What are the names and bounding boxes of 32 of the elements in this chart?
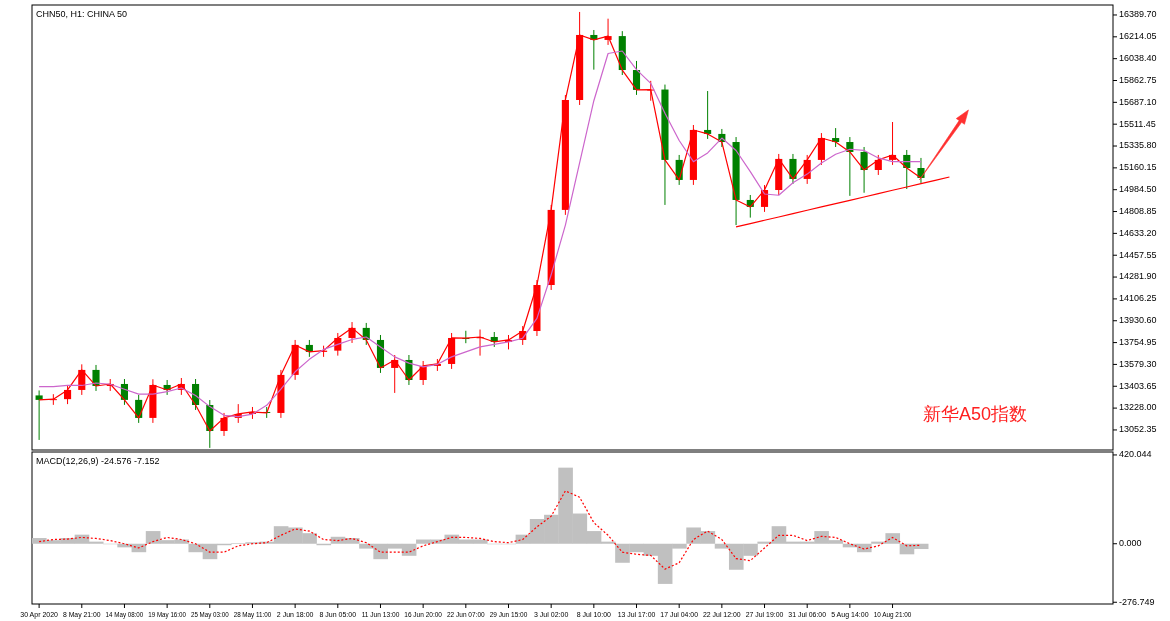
y-tick-label: 14633.20: [1119, 227, 1157, 238]
y-tick-label: 15511.45: [1119, 118, 1156, 129]
y-tick-label: 13579.30: [1119, 358, 1157, 369]
y-tick-label: 13754.95: [1119, 336, 1157, 347]
candlestick: [817, 132, 825, 166]
y-tick-label: 420.044: [1119, 449, 1152, 460]
y-tick-label: 13930.60: [1119, 315, 1157, 326]
candlestick: [789, 153, 797, 185]
y-tick-label: 13228.00: [1119, 402, 1157, 413]
candlestick: [348, 321, 356, 344]
y-tick-label: 15687.10: [1119, 96, 1157, 107]
text: CHN50, H1: CHINA 50: [36, 9, 128, 19]
y-tick-label: 14984.50: [1119, 184, 1157, 195]
line-series: [735, 176, 951, 228]
y-tick-label: 16389.70: [1119, 9, 1157, 20]
annotation: 新华A50指数: [923, 404, 1028, 424]
y-tick-label: -276.749: [1119, 596, 1155, 607]
y-tick-label: 0.000: [1119, 538, 1142, 549]
y-tick-label: 13052.35: [1119, 424, 1157, 435]
text: MACD(12,26,9) -24.576 -7.152: [36, 456, 160, 466]
y-tick-label: 14106.25: [1119, 293, 1157, 304]
y-tick-label: 14281.90: [1119, 271, 1157, 282]
candlestick: [35, 389, 43, 441]
y-tick-label: 14457.55: [1119, 249, 1157, 260]
y-tick-label: 15160.15: [1119, 162, 1157, 173]
y-tick-label: 16214.05: [1119, 31, 1157, 42]
y-tick-label: 15862.75: [1119, 74, 1157, 85]
y-tick-label: 15335.80: [1119, 140, 1157, 151]
y-tick-label: 13403.65: [1119, 380, 1157, 391]
line-series: [38, 490, 922, 570]
y-tick-label: 14808.85: [1119, 205, 1157, 216]
y-tick-label: 16038.40: [1119, 53, 1157, 64]
